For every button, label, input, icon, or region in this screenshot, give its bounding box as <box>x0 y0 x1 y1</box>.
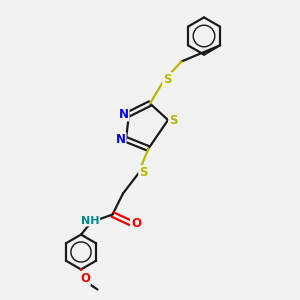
Text: N: N <box>116 133 126 146</box>
Text: S: S <box>169 113 178 127</box>
Text: O: O <box>80 272 90 285</box>
Text: S: S <box>139 166 148 179</box>
Text: N: N <box>118 107 129 121</box>
Text: NH: NH <box>81 215 99 226</box>
Text: O: O <box>131 217 141 230</box>
Text: S: S <box>163 73 172 86</box>
